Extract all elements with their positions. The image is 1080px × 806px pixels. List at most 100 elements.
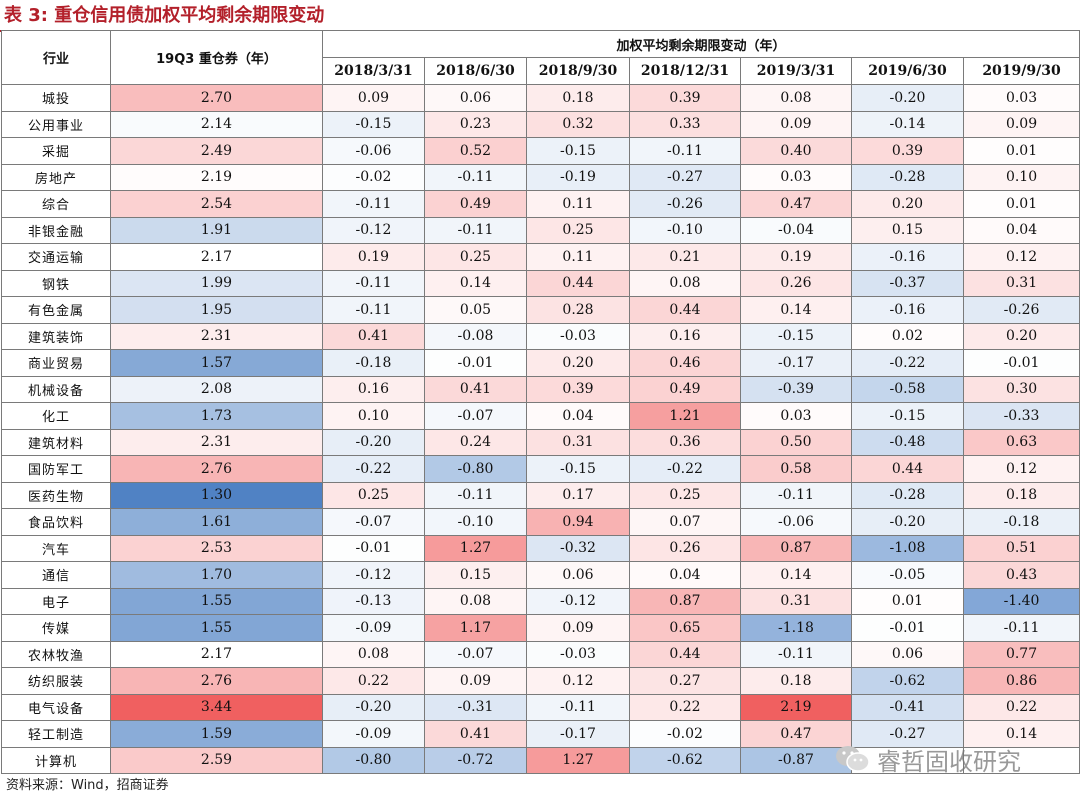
change-cell: -0.22 <box>322 455 425 483</box>
industry-cell: 综合 <box>1 190 111 218</box>
table-row: 计算机 2.59 -0.80 -0.72 1.27 -0.62 -0.87 <box>1 746 1080 774</box>
change-cell: 0.05 <box>424 296 527 324</box>
table-row: 机械设备 2.08 0.16 0.41 0.39 0.49 -0.39 -0.58 0.30 <box>1 375 1080 403</box>
change-cell: -0.01 <box>851 614 964 642</box>
change-cell: -0.15 <box>322 110 425 138</box>
table-row: 非银金融 1.91 -0.12 -0.11 0.25 -0.10 -0.04 0.15 0.04 <box>1 216 1080 244</box>
change-cell: 0.20 <box>962 322 1080 350</box>
watermark: 睿哲固收研究 <box>835 742 1021 776</box>
change-cell: -0.14 <box>851 110 964 138</box>
change-cell: 0.14 <box>962 720 1080 748</box>
change-cell: 1.27 <box>424 534 527 562</box>
change-cell: -0.01 <box>322 534 425 562</box>
change-cell: -1.08 <box>851 534 964 562</box>
header-group: 加权平均剩余期限变动（年） <box>321 30 1080 58</box>
industry-cell: 通信 <box>1 561 111 589</box>
holding-cell: 1.95 <box>110 296 323 324</box>
change-cell: 0.58 <box>740 455 852 483</box>
change-cell: -0.22 <box>851 349 964 377</box>
change-cell: 0.09 <box>424 667 527 695</box>
header-date: 2018/3/31 <box>322 57 425 85</box>
table-row: 房地产 2.19 -0.02 -0.11 -0.19 -0.27 0.03 -0.28 0.10 <box>1 163 1080 191</box>
header-industry: 行业 <box>1 30 111 85</box>
change-cell: -0.09 <box>322 614 425 642</box>
table-row: 食品饮料 1.61 -0.07 -0.10 0.94 0.07 -0.06 -0.20 -0.1… <box>1 508 1080 536</box>
holding-cell: 1.73 <box>110 402 323 430</box>
header-date: 2018/12/31 <box>629 57 741 85</box>
change-cell: 0.16 <box>629 322 741 350</box>
change-cell: 0.21 <box>629 243 741 271</box>
change-cell: -0.72 <box>424 746 527 774</box>
change-cell: -0.03 <box>526 640 630 668</box>
change-cell: -0.18 <box>962 508 1080 536</box>
change-cell: 0.77 <box>962 640 1080 668</box>
change-cell: 0.03 <box>740 402 852 430</box>
change-cell: -0.15 <box>851 402 964 430</box>
change-cell: 0.25 <box>322 481 425 509</box>
change-cell: 0.49 <box>424 190 527 218</box>
change-cell: 0.39 <box>629 84 741 112</box>
change-cell: -0.28 <box>851 481 964 509</box>
change-cell: 0.10 <box>322 402 425 430</box>
change-cell: 0.52 <box>424 137 527 165</box>
change-cell: -0.01 <box>962 349 1080 377</box>
industry-cell: 轻工制造 <box>1 720 111 748</box>
change-cell: -0.10 <box>629 216 741 244</box>
source-note: 资料来源：Wind，招商证券 <box>6 778 169 793</box>
change-cell: -0.05 <box>851 561 964 589</box>
change-cell: 0.18 <box>962 481 1080 509</box>
change-cell: 0.16 <box>322 375 425 403</box>
change-cell: 0.02 <box>851 322 964 350</box>
change-cell: 0.51 <box>962 534 1080 562</box>
change-cell: 0.03 <box>740 163 852 191</box>
change-cell: 0.47 <box>740 190 852 218</box>
holding-cell: 2.49 <box>110 137 323 165</box>
industry-cell: 电气设备 <box>1 693 111 721</box>
industry-cell: 商业贸易 <box>1 349 111 377</box>
holding-cell: 2.19 <box>110 163 323 191</box>
change-cell: -0.12 <box>322 561 425 589</box>
table-row: 公用事业 2.14 -0.15 0.23 0.32 0.33 0.09 -0.14 0.09 <box>1 110 1080 138</box>
change-cell: 0.30 <box>962 375 1080 403</box>
holding-cell: 2.17 <box>110 640 323 668</box>
change-cell: 0.08 <box>740 84 852 112</box>
industry-cell: 农林牧渔 <box>1 640 111 668</box>
change-cell: -0.18 <box>322 349 425 377</box>
change-cell: 0.10 <box>962 163 1080 191</box>
holding-cell: 2.31 <box>110 428 323 456</box>
holding-cell: 1.99 <box>110 269 323 297</box>
change-cell: -0.17 <box>526 720 630 748</box>
change-cell: 0.31 <box>526 428 630 456</box>
change-cell: 0.43 <box>962 561 1080 589</box>
change-cell: 0.15 <box>851 216 964 244</box>
industry-cell: 房地产 <box>1 163 111 191</box>
change-cell: -0.11 <box>629 137 741 165</box>
change-cell: -0.13 <box>322 587 425 615</box>
change-cell: 0.39 <box>851 137 964 165</box>
change-cell: -0.20 <box>851 84 964 112</box>
industry-cell: 医药生物 <box>1 481 111 509</box>
change-cell: -0.20 <box>851 508 964 536</box>
change-cell: -0.26 <box>962 296 1080 324</box>
holding-cell: 1.91 <box>110 216 323 244</box>
table-title: 表 3: 重仓信用债加权平均剩余期限变动 <box>4 5 325 26</box>
change-cell: 0.87 <box>629 587 741 615</box>
change-cell: -0.04 <box>740 216 852 244</box>
change-cell: 0.14 <box>740 561 852 589</box>
change-cell: -0.02 <box>322 163 425 191</box>
change-cell: 0.28 <box>526 296 630 324</box>
change-cell: 0.18 <box>526 84 630 112</box>
table-body: 城投 2.70 0.09 0.06 0.18 0.39 0.08 -0.20 0.03 公用事业 2… <box>1 84 1080 774</box>
change-cell: -0.06 <box>740 508 852 536</box>
change-cell: 0.41 <box>424 375 527 403</box>
table-row: 采掘 2.49 -0.06 0.52 -0.15 -0.11 0.40 0.39 0.01 <box>1 137 1080 165</box>
holding-cell: 1.59 <box>110 720 323 748</box>
change-cell: -0.12 <box>322 216 425 244</box>
change-cell: -0.09 <box>322 720 425 748</box>
change-cell: -0.87 <box>740 746 852 774</box>
change-cell: -0.07 <box>424 402 527 430</box>
change-cell: 0.19 <box>740 243 852 271</box>
change-cell: -0.11 <box>424 163 527 191</box>
change-cell: 0.44 <box>526 269 630 297</box>
change-cell: 0.22 <box>322 667 425 695</box>
